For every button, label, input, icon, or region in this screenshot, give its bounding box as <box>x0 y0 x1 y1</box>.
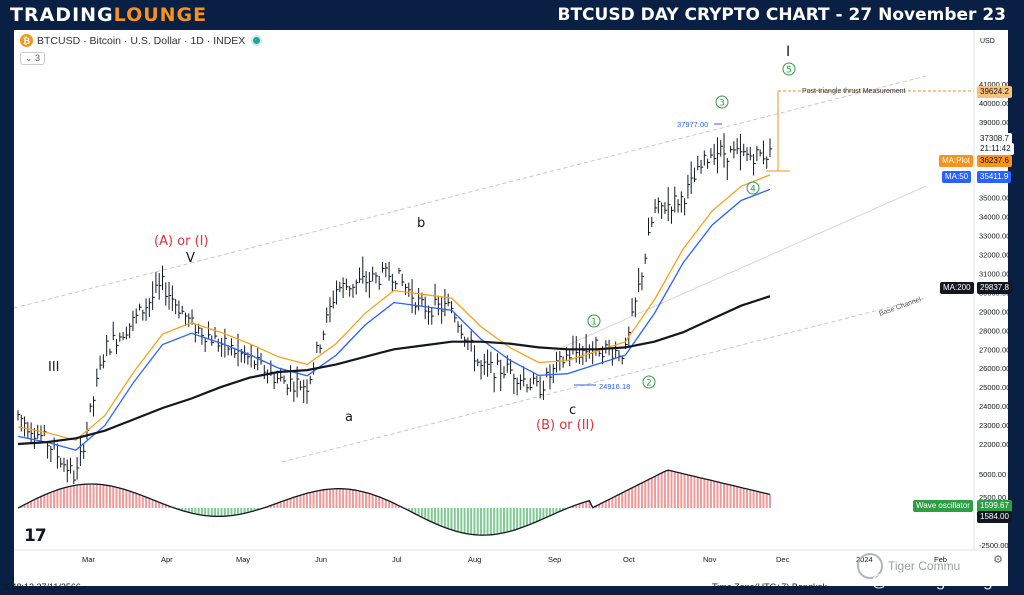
price-tick-label: 24000.00 <box>979 402 1008 411</box>
price-tick-label: 40000.00 <box>979 99 1008 108</box>
oscillator-value2-label: 1584.00 <box>977 511 1012 523</box>
symbol-text: BTCUSD · Bitcoin · U.S. Dollar · 1D · IN… <box>37 34 246 47</box>
time-tick-label: Sep <box>548 555 561 564</box>
ma-plot-name-label: MA:Plot <box>939 155 974 167</box>
price-bars <box>17 133 773 485</box>
wave-label-3-circle <box>715 95 729 109</box>
wave-label-III: III <box>48 360 60 375</box>
wave-label-3: 3 <box>719 99 725 109</box>
ma-plot-line <box>17 174 771 441</box>
wave-oscillator-bars <box>20 470 771 536</box>
wave-label-2-circle <box>642 375 656 389</box>
oscillator-value-label: 1599.67 <box>977 500 1012 512</box>
time-tick-label: Mar <box>82 555 95 564</box>
price-tick-label: 26000.00 <box>979 364 1008 373</box>
chart-frame[interactable]: 37977.00 24916.18 Post-triangle thrust M… <box>14 30 1014 586</box>
bitcoin-icon: ₿ <box>20 34 33 47</box>
logo-text-2: LOUNGE <box>113 4 208 26</box>
price-tick-label: 27000.00 <box>979 345 1008 354</box>
price-tick-label: 28000.00 <box>979 326 1008 335</box>
time-tick-label: Feb <box>934 555 947 564</box>
wave-label-1-circle <box>587 314 601 328</box>
ma200-value-label: 29837.8 <box>977 282 1012 294</box>
measure-price-label: 39624.2 <box>977 86 1012 98</box>
time-tick-label: Jun <box>315 555 327 564</box>
price-tick-label: 25000.00 <box>979 383 1008 392</box>
oscillator-tick-label: 5000.00 <box>979 470 1006 479</box>
price-tick-label: 23000.00 <box>979 421 1008 430</box>
price-tick-label: 35000.00 <box>979 194 1008 203</box>
timezone-selector[interactable]: Time Zone(UTC+7) Bangkok <box>712 582 827 592</box>
symbol-header[interactable]: ₿ BTCUSD · Bitcoin · U.S. Dollar · 1D · … <box>20 34 261 47</box>
time-tick-label: Oct <box>623 555 636 564</box>
indicator-toggle[interactable]: ⌄ 3 <box>20 52 46 65</box>
wave-label-5-circle <box>782 62 796 76</box>
time-tick-label: Nov <box>703 555 717 564</box>
wave-label-B-or-II: (B) or (II) <box>536 418 594 433</box>
time-tick-label: Aug <box>468 555 481 564</box>
price-tick-label: 33000.00 <box>979 232 1008 241</box>
wave-label-4: 4 <box>750 185 756 195</box>
currency-label: USD <box>980 38 995 45</box>
wave-label-c: c <box>569 403 576 418</box>
tiger-watermark-text: Tiger Commu <box>888 559 961 573</box>
tradingview-logo[interactable]: 17 <box>24 526 47 546</box>
tradinglounge-watermark: @TradingLounge <box>871 571 1002 590</box>
time-axis[interactable]: Mar Apr May Jun Jul Aug Sep Oct Nov Dec 2024 Feb <box>82 555 947 564</box>
price-label-24916: 24916.18 <box>599 382 630 391</box>
wave-label-a: a <box>345 410 353 425</box>
oscillator-tick-label: 2500.00 <box>979 493 1006 502</box>
channel-upper-line <box>14 75 927 309</box>
price-tick-label: 32000.00 <box>979 251 1008 260</box>
banner-title: BTCUSD DAY CRYPTO CHART - 27 November 23 <box>557 5 1007 25</box>
channel-mid-line <box>553 185 927 352</box>
oscillator-axis: 5000.00 2500.00 -2500.00 <box>979 470 1008 550</box>
oscillator-name-label: Wave oscillator <box>913 500 973 512</box>
last-price-label: 37308.7 <box>977 133 1012 145</box>
price-tick-label: 31000.00 <box>979 269 1008 278</box>
base-channel-label: Base Channel <box>878 296 922 318</box>
tiger-community-watermark: Tiger Commu <box>857 553 960 579</box>
price-tick-label: 41000.00 <box>979 80 1008 89</box>
ma200-line <box>17 295 771 446</box>
oscillator-tick-label: -2500.00 <box>979 541 1008 550</box>
settings-gear-icon[interactable]: ⚙ <box>993 553 1003 566</box>
indicator-count-value: 3 <box>35 53 41 63</box>
tradinglounge-logo: TRADINGLOUNGE <box>10 2 207 28</box>
countdown-label: 21:11:42 <box>977 143 1014 155</box>
wave-label-A-or-I: (A) or (I) <box>154 234 209 249</box>
price-tick-label: 22000.00 <box>979 440 1008 449</box>
ma200-name-label: MA:200 <box>940 282 974 294</box>
time-tick-label: May <box>236 555 250 564</box>
price-tick-label: 39000.00 <box>979 118 1008 127</box>
ma50-line <box>17 188 771 451</box>
footer-datetime: 9:48:12 27/11/2566 <box>4 582 81 592</box>
price-label-37977: 37977.00 <box>677 120 708 129</box>
wave-label-1: 1 <box>591 318 597 328</box>
price-chart[interactable]: 37977.00 24916.18 Post-triangle thrust M… <box>14 30 1008 586</box>
measurement-label: Post-triangle thrust Measurement <box>802 88 906 95</box>
time-tick-label: Jul <box>392 555 402 564</box>
logo-text-1: TRADING <box>10 4 114 26</box>
price-tick-label: 34000.00 <box>979 213 1008 222</box>
wave-label-5: 5 <box>786 66 792 76</box>
price-tick-label: 29000.00 <box>979 307 1008 316</box>
wave-label-I: I <box>786 44 790 60</box>
ma50-value-label: 35411.9 <box>977 171 1012 183</box>
tiger-logo-icon <box>857 553 883 579</box>
wave-oscillator-line <box>17 469 771 536</box>
banner: TRADINGLOUNGE BTCUSD DAY CRYPTO CHART - … <box>0 0 1024 30</box>
time-tick-label: Apr <box>161 555 173 564</box>
market-status-icon <box>253 37 261 44</box>
channel-lower-line <box>281 297 927 463</box>
ma-plot-value-label: 36237.6 <box>977 155 1012 167</box>
time-tick-label: Dec <box>776 555 790 564</box>
wave-label-V: V <box>186 251 195 266</box>
wave-label-4-circle <box>746 181 760 195</box>
wave-label-2: 2 <box>646 379 652 389</box>
ma50-name-label: MA:50 <box>942 171 972 183</box>
wave-label-b: b <box>417 216 425 231</box>
